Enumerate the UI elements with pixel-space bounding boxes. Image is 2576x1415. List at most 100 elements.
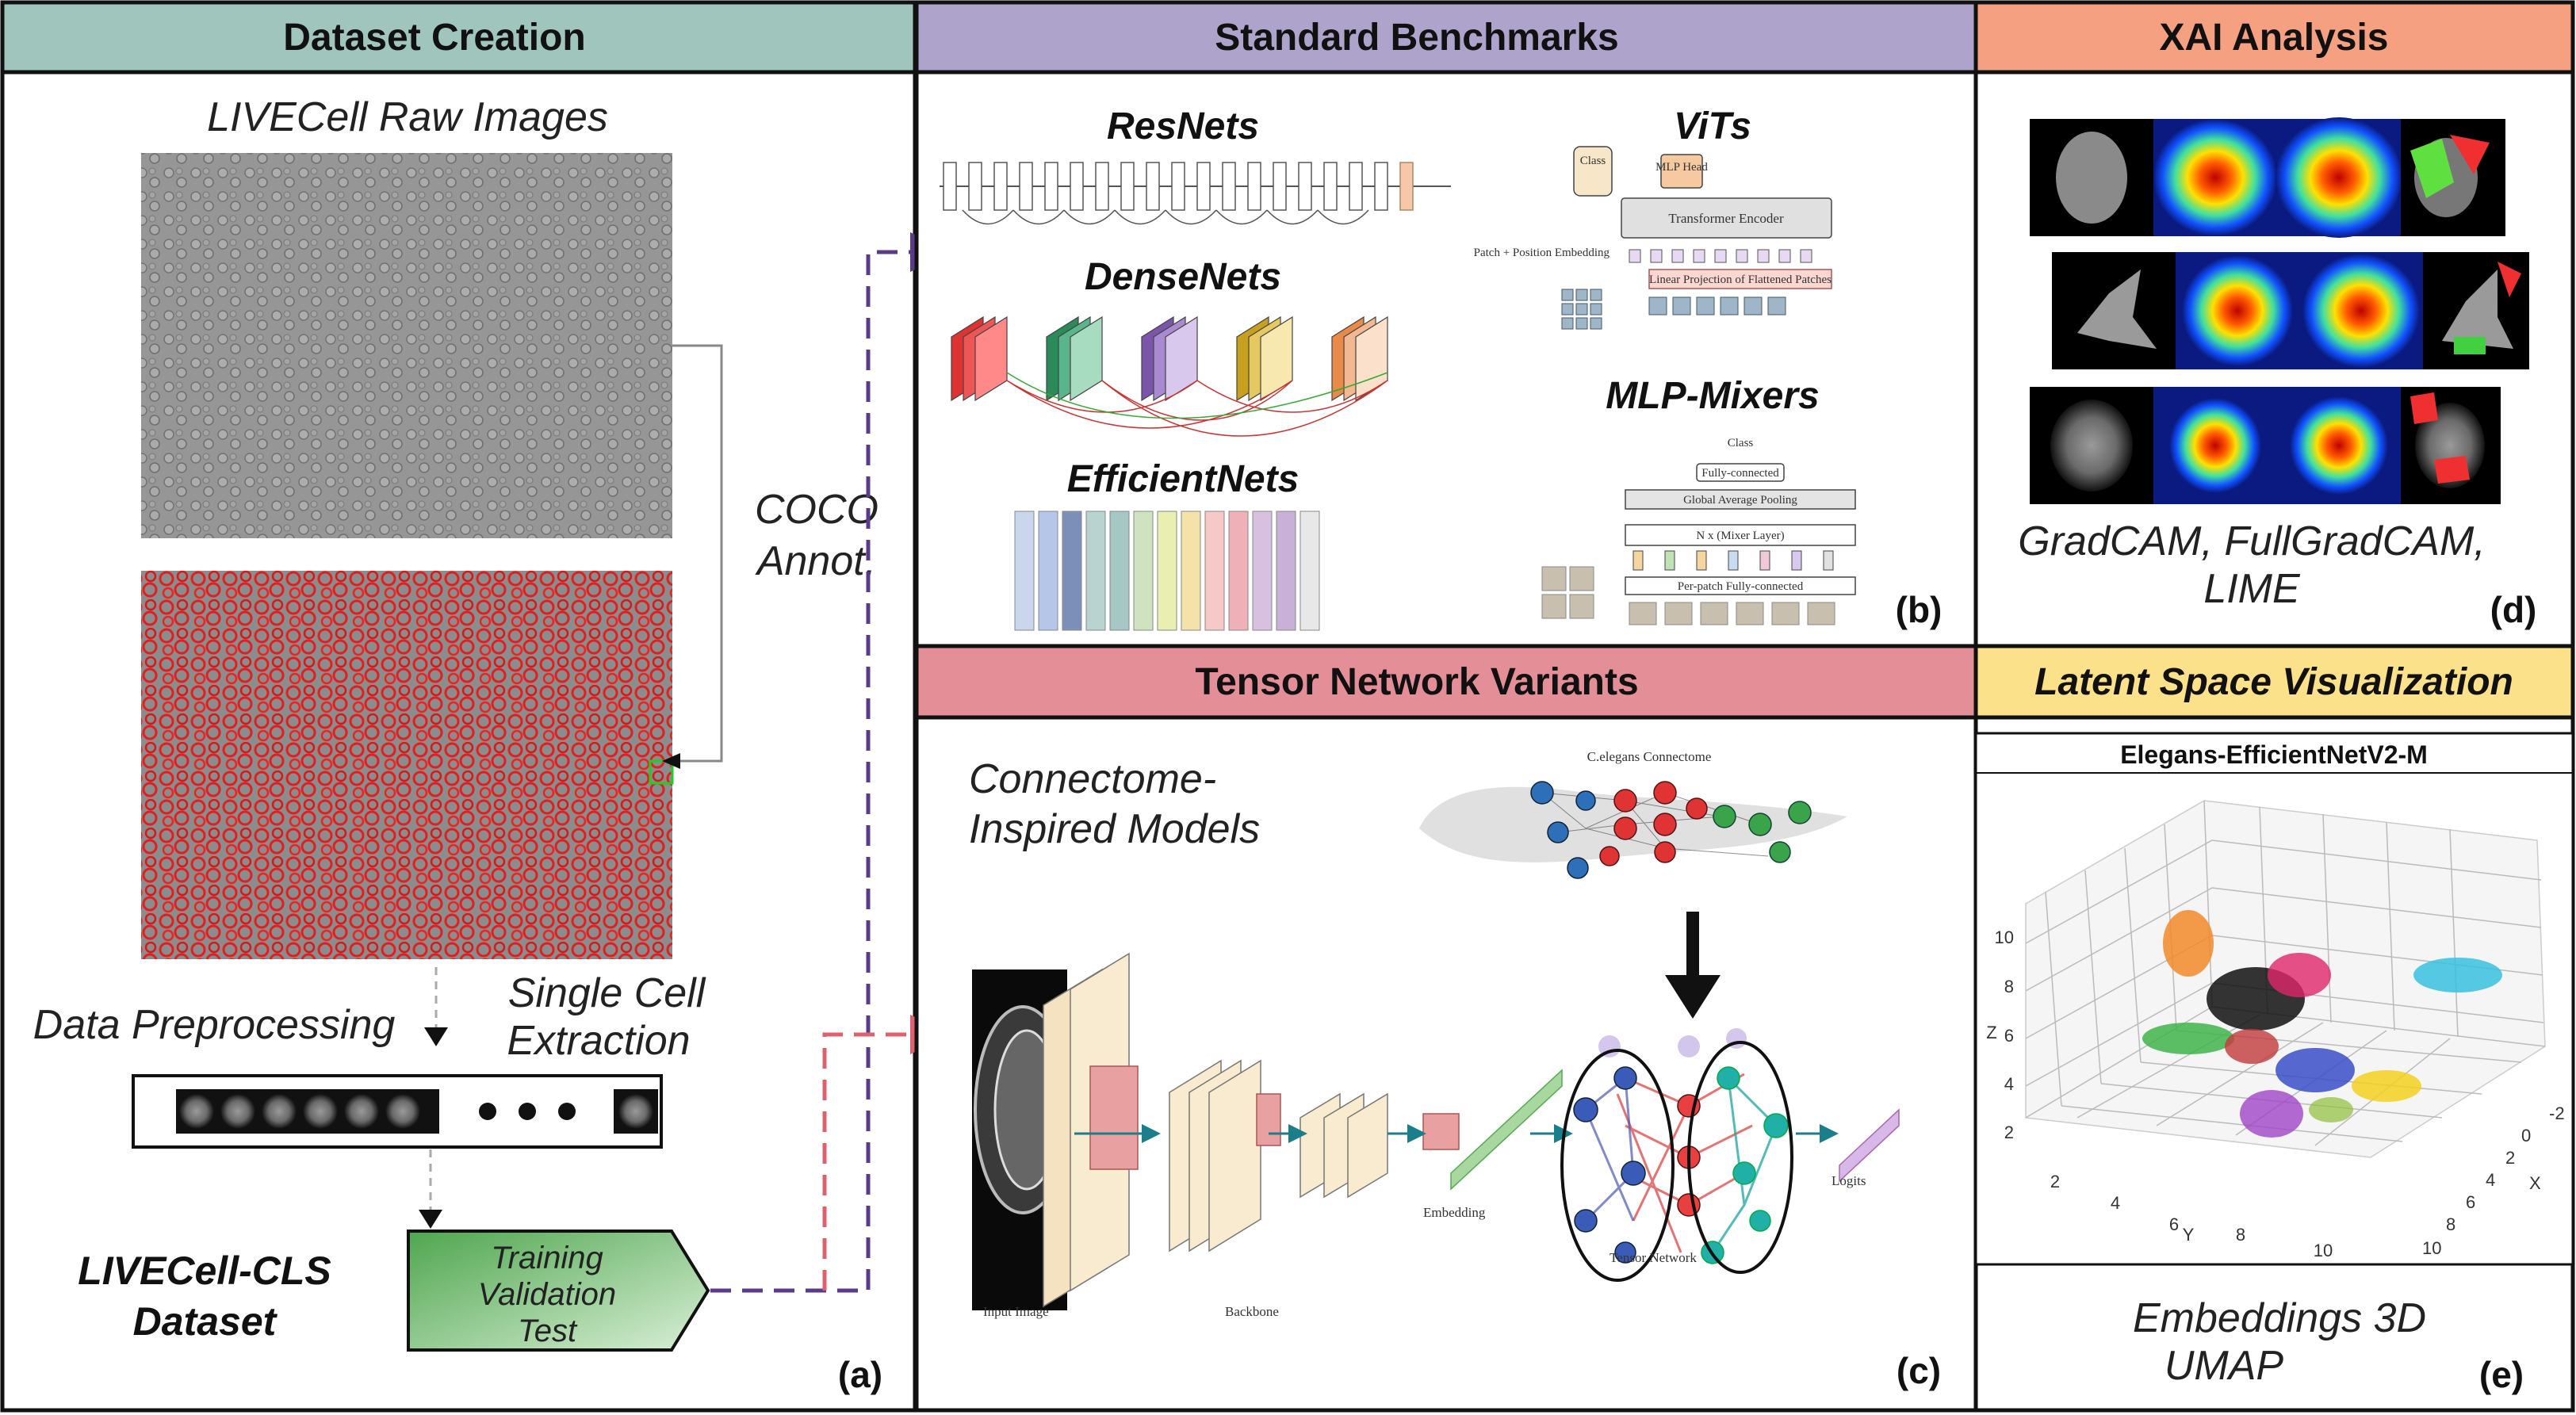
panel-latent-space-visualization: Latent Space Visualization Elegans-Effic… [1973, 644, 2575, 1413]
model-densenets: DenseNets [1085, 256, 1281, 298]
xai-row-1 [2030, 117, 2505, 238]
coco-label-line2: Annot. [755, 538, 876, 584]
svg-text:Patch + Position Embedding: Patch + Position Embedding [1474, 247, 1610, 259]
umap-tick-labels: 10 8 6 4 2 Z 2 4 6 8 10 Y -2 0 2 4 6 8 1… [1986, 927, 2564, 1260]
header-xai-analysis-text: XAI Analysis [2159, 17, 2388, 59]
dataset-name-line2: Dataset [133, 1299, 278, 1344]
connector-arrows [710, 232, 950, 1293]
svg-text:N x (Mixer Layer): N x (Mixer Layer) [1696, 530, 1784, 542]
embedding-label: Embedding [1423, 1205, 1486, 1220]
tensor-network-graph [1560, 1028, 1793, 1282]
svg-text:Class: Class [1580, 155, 1606, 167]
panel-id-a: (a) [838, 1354, 882, 1395]
svg-text:Global Average Pooling: Global Average Pooling [1683, 494, 1797, 507]
svg-text:10: 10 [1995, 927, 2014, 947]
dataset-name-line1: LIVECell-CLS [78, 1249, 331, 1293]
mlp-mixer-diagram: Class Fully-connected Global Average Poo… [1541, 437, 1856, 625]
y-axis-label: Y [2183, 1225, 2195, 1245]
panel-standard-benchmarks: Standard Benchmarks ResNets DenseNets [914, 0, 1978, 648]
coco-label-line1: COCO [755, 487, 878, 533]
svg-text:4: 4 [2486, 1170, 2495, 1190]
panel-id-c: (c) [1897, 1350, 1941, 1391]
panel-dataset-creation: Dataset Creation LIVECell Raw Images COC… [0, 0, 917, 1413]
svg-text:0: 0 [2521, 1126, 2531, 1145]
tensor-network-architecture: Input Image Backbone Embedding [972, 952, 1900, 1319]
connectome-subtitle-line2: Inspired Models [969, 806, 1260, 852]
panel-tensor-network-variants: Tensor Network Variants Connectome- Insp… [914, 644, 1978, 1413]
input-image-label: Input Image [983, 1304, 1049, 1319]
umap-caption-line1: Embeddings 3D [2133, 1295, 2426, 1341]
panel-id-d: (d) [2490, 589, 2537, 630]
split-validation: Validation [478, 1277, 616, 1312]
embedding-vector [1450, 1069, 1563, 1191]
svg-text:6: 6 [2169, 1214, 2179, 1234]
header-standard-benchmarks-text: Standard Benchmarks [1215, 17, 1619, 59]
arrow-to-benchmarks [710, 232, 950, 1293]
connectome-subtitle-line1: Connectome- [969, 756, 1216, 802]
efficientnet-diagram [1014, 511, 1320, 631]
connectome-label: C.elegans Connectome [1587, 749, 1712, 764]
single-cell-label-line1: Single Cell [508, 970, 706, 1016]
header-xai-analysis [1973, 0, 2575, 75]
svg-text:-2: -2 [2549, 1103, 2565, 1123]
down-arrow [1665, 975, 1721, 1019]
xai-methods-line1: GradCAM, FullGradCAM, [2018, 518, 2485, 564]
panel-id-b: (b) [1896, 589, 1943, 630]
xai-row-3 [2030, 387, 2501, 504]
coco-bracket [672, 344, 723, 763]
header-dataset-creation [0, 0, 917, 75]
svg-text:8: 8 [2004, 977, 2014, 996]
umap-plot-title: Elegans-EfficientNetV2-M [2120, 740, 2428, 769]
header-tensor-network-variants-text: Tensor Network Variants [1195, 661, 1638, 703]
header-latent-space [1973, 644, 2575, 720]
xai-row-2 [2052, 252, 2529, 369]
logits-vector [1839, 1108, 1900, 1183]
svg-text:4: 4 [2004, 1074, 2014, 1094]
svg-text:Linear Projection of Flattened: Linear Projection of Flattened Patches [1649, 273, 1832, 286]
model-vits: ViTs [1674, 105, 1751, 147]
svg-text:MLP Head: MLP Head [1655, 161, 1708, 174]
dataset-splits-box [407, 1230, 710, 1352]
header-latent-space-text: Latent Space Visualization [2034, 661, 2513, 703]
vit-diagram: Class MLP Head Transformer Encoder Patch… [1474, 146, 1832, 330]
densenet-diagram [951, 316, 1388, 437]
tensor-network-label: Tensor Network [1610, 1250, 1697, 1265]
svg-text:Class: Class [1728, 437, 1754, 449]
svg-text:Transformer Encoder: Transformer Encoder [1668, 211, 1784, 226]
svg-text:8: 8 [2446, 1214, 2455, 1234]
svg-text:Fully-connected: Fully-connected [1701, 467, 1779, 480]
svg-text:2: 2 [2050, 1172, 2060, 1191]
single-cell-label-line2: Extraction [507, 1018, 690, 1064]
svg-text:4: 4 [2111, 1193, 2120, 1213]
arrow-to-tensor-networks [822, 1015, 950, 1291]
model-efficientnets: EfficientNets [1067, 458, 1299, 500]
svg-text:6: 6 [2466, 1192, 2475, 1212]
split-training: Training [491, 1241, 603, 1275]
split-test: Test [518, 1314, 578, 1348]
model-mlp-mixers: MLP-Mixers [1606, 375, 1819, 417]
svg-text:2: 2 [2004, 1122, 2014, 1142]
svg-text:2: 2 [2505, 1148, 2515, 1168]
annotated-microscopy-image [141, 571, 672, 959]
umap-clusters [2142, 910, 2502, 1138]
svg-text:Per-patch Fully-connected: Per-patch Fully-connected [1678, 580, 1804, 593]
resnet-diagram [940, 162, 1451, 225]
model-resnets: ResNets [1107, 105, 1259, 147]
svg-text:6: 6 [2004, 1026, 2014, 1046]
header-tensor-network-variants [914, 644, 1978, 720]
xai-methods-line2: LIME [2203, 566, 2301, 612]
preprocessing-label: Data Preprocessing [33, 1002, 396, 1048]
x-axis-label: X [2529, 1173, 2541, 1193]
connectome-graph: C.elegans Connectome [1419, 749, 1847, 879]
backbone-label: Backbone [1225, 1304, 1279, 1319]
logits-label: Logits [1832, 1173, 1866, 1188]
single-cell-thumbnails [179, 1094, 420, 1129]
header-dataset-creation-text: Dataset Creation [283, 17, 585, 59]
panel-id-e: (e) [2479, 1354, 2524, 1395]
umap-caption-line2: UMAP [2165, 1343, 2284, 1389]
raw-microscopy-image [141, 153, 672, 538]
panel-xai-analysis: XAI Analysis [1973, 0, 2575, 648]
svg-text:10: 10 [2422, 1238, 2441, 1258]
svg-text:8: 8 [2236, 1225, 2245, 1245]
z-axis-label: Z [1986, 1023, 1996, 1042]
